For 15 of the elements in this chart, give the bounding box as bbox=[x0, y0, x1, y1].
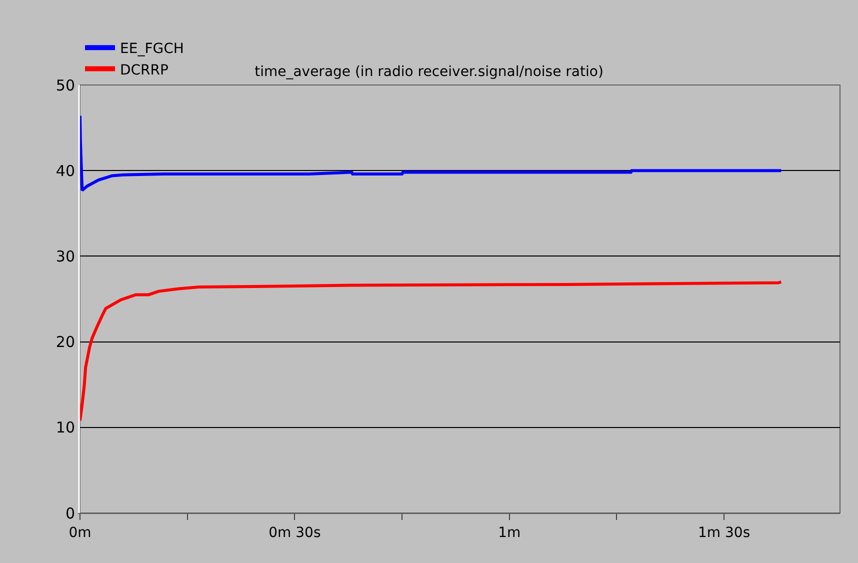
line-series bbox=[80, 280, 783, 422]
legend-label: DCRRP bbox=[120, 62, 168, 78]
x-tick-label: 0m 30s bbox=[268, 524, 321, 541]
y-tick-label: 40 bbox=[56, 162, 75, 180]
y-tick-label: 0 bbox=[65, 504, 75, 522]
x-tick-label: 0m bbox=[68, 524, 92, 541]
chart-title: time_average (in radio receiver.signal/noise ratio) bbox=[254, 64, 604, 80]
line-series bbox=[80, 114, 783, 192]
legend-label: EE_FGCH bbox=[120, 41, 184, 58]
y-tick-label: 10 bbox=[56, 418, 75, 437]
y-tick-label: 30 bbox=[56, 247, 75, 266]
y-tick-label: 50 bbox=[56, 76, 75, 94]
x-tick-label: 1m 30s bbox=[698, 524, 750, 541]
x-tick-label: 1m bbox=[498, 524, 521, 541]
y-tick-label: 20 bbox=[56, 333, 75, 352]
